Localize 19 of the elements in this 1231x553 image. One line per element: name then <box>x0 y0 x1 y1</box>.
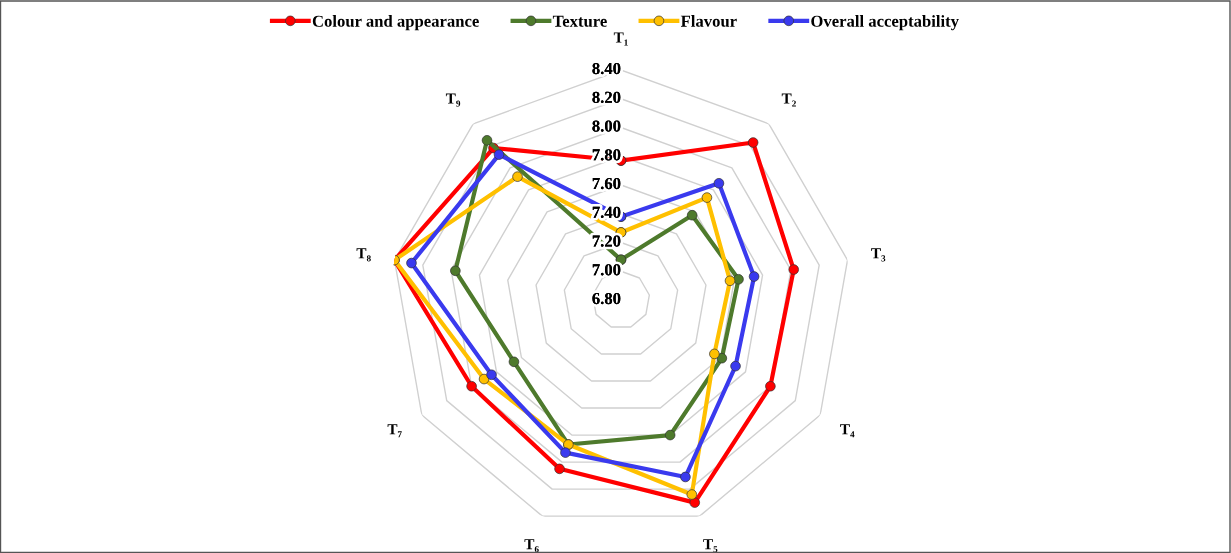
y-tick-label: 7.60 <box>592 177 621 190</box>
y-tick-label: 8.40 <box>592 62 621 75</box>
legend-label: Texture <box>552 15 607 27</box>
y-tick-label: 8.00 <box>592 120 621 132</box>
spoke-label: T₉ <box>445 93 461 107</box>
y-tick-label: 7.00 <box>592 264 621 276</box>
spoke-label: T₄ <box>840 424 855 438</box>
spoke-label: T₂ <box>781 93 796 107</box>
spoke-label: T₁ <box>613 32 628 46</box>
spoke-label: T₈ <box>356 248 371 262</box>
spoke-label: T₃ <box>871 248 886 262</box>
legend-label: Colour and appearance <box>312 15 479 31</box>
spoke-label: T₆ <box>524 539 539 553</box>
y-tick-label: 8.20 <box>592 91 621 103</box>
y-tick-label: 6.80 <box>592 292 621 305</box>
legend-label: Flavour <box>680 15 737 27</box>
spoke-label: T₅ <box>703 539 718 553</box>
legend-label: Overall acceptability <box>811 15 959 31</box>
spoke-label: T₇ <box>387 424 402 438</box>
